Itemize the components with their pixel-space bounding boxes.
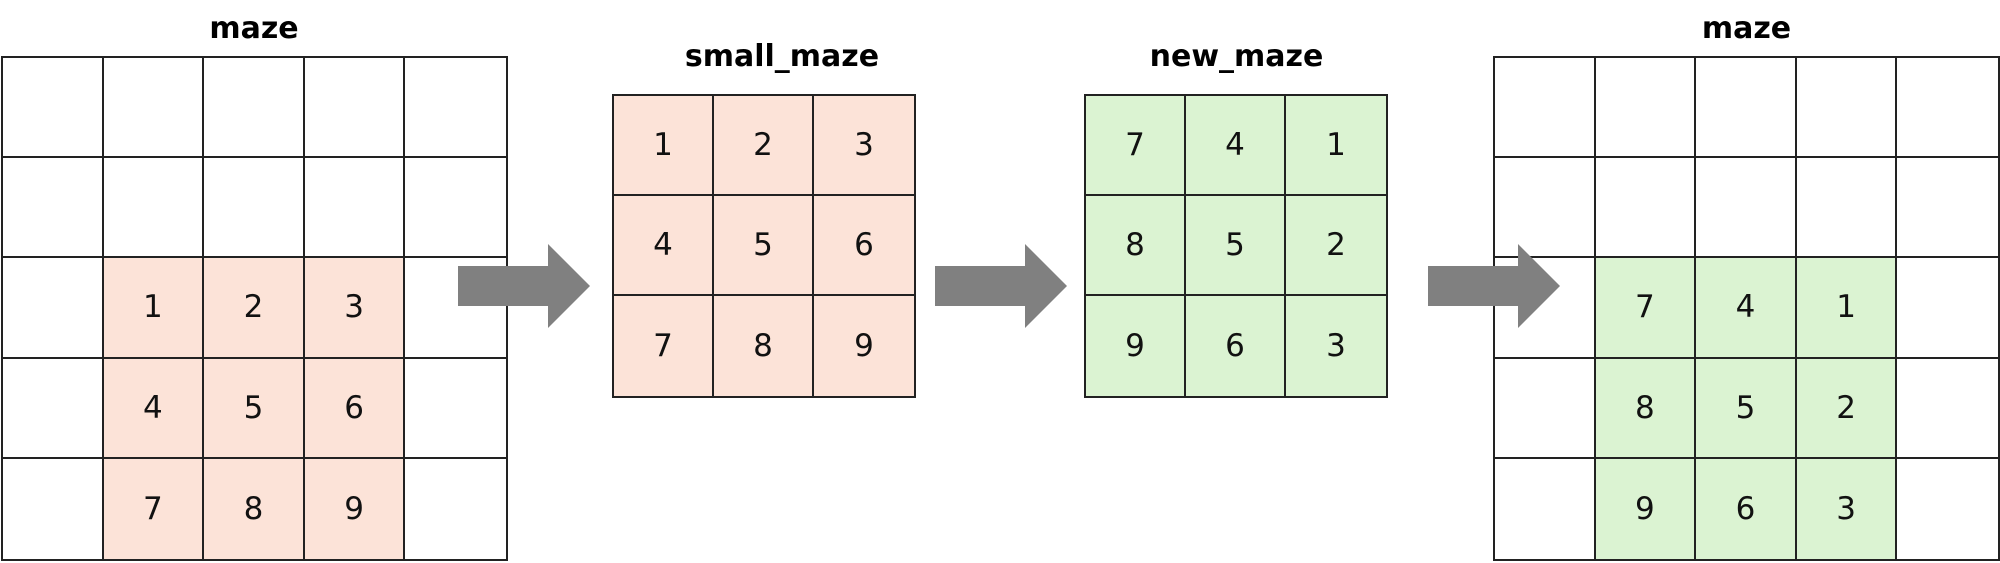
new-maze-cell: 7 [1086,96,1186,196]
maze-right-cell [1696,58,1797,159]
maze-right-cell [1495,58,1596,159]
maze-right-cell: 9 [1595,458,1697,559]
maze-left-cell [3,158,104,259]
maze-left-cell [3,258,104,359]
maze-right-cell [1897,158,1998,259]
maze-right-cell [1495,458,1596,559]
maze-left-cell [405,58,506,159]
maze-left-cell: 3 [304,258,406,359]
maze-right-cell [1796,58,1898,159]
maze-right-cell: 3 [1796,458,1898,559]
maze-right-cell [1897,458,1998,559]
maze-right-cell: 5 [1696,358,1797,459]
maze-left-cell [103,158,205,259]
new-maze-cell: 8 [1086,196,1186,296]
maze-right-cell: 7 [1595,258,1697,359]
maze-left-cell [103,58,205,159]
maze-left-cell [3,458,104,559]
maze-left-cell: 1 [103,258,205,359]
arrow-2-shape [935,244,1067,328]
maze-left-cell [304,58,406,159]
maze-right-cell [1595,58,1697,159]
maze-left-cell: 9 [304,458,406,559]
maze-left-cell [204,158,305,259]
small-maze-cell: 9 [814,296,914,396]
maze-left-cell [3,58,104,159]
maze-left-cell [204,58,305,159]
maze-left-cell [304,158,406,259]
arrow-right-icon [935,244,1067,328]
small-maze-cell: 4 [614,196,714,296]
new-maze-cell: 4 [1186,96,1286,196]
maze-left-cell [405,158,506,259]
maze-left-title: maze [209,11,299,46]
maze-left-cell: 7 [103,458,205,559]
maze-right-cell: 2 [1796,358,1898,459]
maze-left-cell [405,358,506,459]
small-maze-title: small_maze [684,39,880,74]
maze-left-cell [405,458,506,559]
arrow-right-icon [1428,244,1560,328]
small-maze-cell: 8 [714,296,814,396]
maze-right-cell [1897,358,1998,459]
maze-right-cell [1897,258,1998,359]
maze-left-cell: 5 [204,358,305,459]
maze-right-cell [1495,158,1596,259]
small-maze-cell: 2 [714,96,814,196]
new-maze-title: new_maze [1149,39,1324,74]
new-maze-cell: 3 [1286,296,1386,396]
maze-right-cell [1595,158,1697,259]
maze-left-cell: 8 [204,458,305,559]
maze-right-cell: 8 [1595,358,1697,459]
maze-right-cell [1696,158,1797,259]
maze-right-title: maze [1701,11,1792,46]
small-maze-cell: 6 [814,196,914,296]
arrow-1-shape [458,244,590,328]
small-maze-cell: 1 [614,96,714,196]
new-maze-cell: 5 [1186,196,1286,296]
small-maze-cell: 3 [814,96,914,196]
new-maze-cell: 1 [1286,96,1386,196]
maze-left-cell: 2 [204,258,305,359]
maze-left-cell: 6 [304,358,406,459]
arrow-3-shape [1428,244,1560,328]
small-maze-cell: 7 [614,296,714,396]
maze-left-cell [3,358,104,459]
new-maze-cell: 6 [1186,296,1286,396]
maze-left-cell: 4 [103,358,205,459]
maze-right-cell [1897,58,1998,159]
maze-right-cell [1796,158,1898,259]
maze-right-cell: 6 [1696,458,1797,559]
small-maze-cell: 5 [714,196,814,296]
maze-right-cell: 4 [1696,258,1797,359]
maze-right-cell: 1 [1796,258,1898,359]
maze-right-cell [1495,358,1596,459]
new-maze-cell: 9 [1086,296,1186,396]
arrow-right-icon [458,244,590,328]
new-maze-cell: 2 [1286,196,1386,296]
